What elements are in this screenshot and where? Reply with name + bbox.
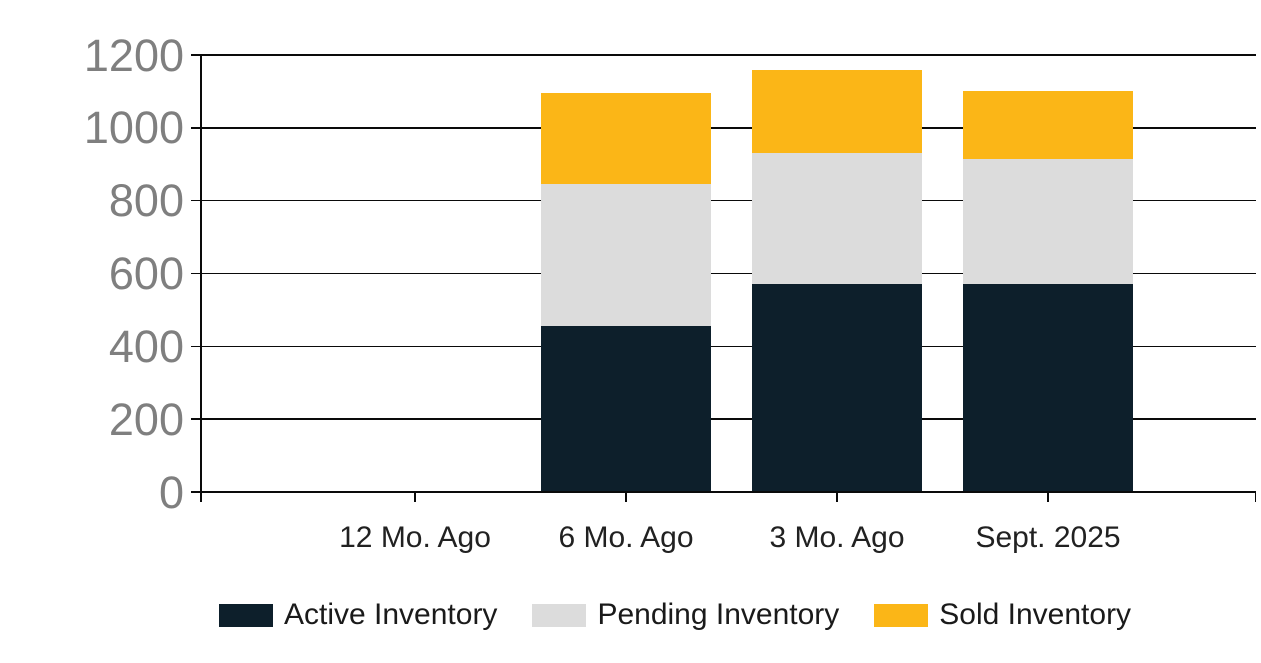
plot-area: [191, 54, 1256, 502]
y-axis-tick-label: 600: [108, 248, 184, 299]
legend-item-active-inventory[interactable]: Active Inventory: [219, 600, 497, 630]
x-axis-tick: [414, 492, 416, 502]
y-axis-tick-label: 200: [108, 393, 184, 445]
y-axis-line: [200, 55, 202, 492]
gridline: [200, 199, 1256, 202]
bar-segment-3-mo-ago-sold-inventory[interactable]: [752, 69, 922, 154]
legend-label: Sold Inventory: [939, 598, 1132, 631]
x-axis-tick: [1254, 492, 1256, 502]
gridline: [200, 345, 1256, 348]
legend-swatch-pending-inventory: [532, 603, 587, 627]
legend-label: Active Inventory: [284, 598, 498, 631]
bar-segment-sept-2025-pending-inventory[interactable]: [963, 158, 1133, 285]
x-axis-line: [200, 491, 1256, 493]
legend-item-sold-inventory[interactable]: Sold Inventory: [874, 600, 1131, 630]
gridline: [200, 127, 1256, 129]
x-axis-category-label: 6 Mo. Ago: [558, 521, 694, 554]
y-axis-tick-label: 1000: [83, 102, 184, 154]
bar-segment-sept-2025-sold-inventory[interactable]: [963, 91, 1133, 159]
legend-item-pending-inventory[interactable]: Pending Inventory: [532, 600, 839, 630]
x-axis-tick: [1047, 492, 1049, 502]
y-axis-tick: [191, 491, 200, 493]
gridline: [200, 272, 1256, 275]
x-axis-tick: [200, 492, 202, 502]
x-axis-category-label: 12 Mo. Ago: [339, 521, 491, 554]
bar-segment-3-mo-ago-active-inventory[interactable]: [752, 284, 922, 492]
y-axis-tick-label: 0: [158, 466, 184, 518]
bar-segment-6-mo-ago-sold-inventory[interactable]: [541, 93, 711, 185]
legend-label: Pending Inventory: [597, 598, 840, 631]
bar-segment-6-mo-ago-pending-inventory[interactable]: [541, 184, 711, 327]
bar-segment-6-mo-ago-active-inventory[interactable]: [541, 326, 711, 492]
y-axis: 0 200 400 600 800 1000 1200: [0, 0, 184, 663]
x-axis-category-label: Sept. 2025: [975, 521, 1121, 554]
y-axis-tick-label: 1200: [83, 29, 184, 81]
x-axis-tick: [836, 492, 838, 502]
gridline: [200, 54, 1256, 56]
x-axis: 12 Mo. Ago 6 Mo. Ago 3 Mo. Ago Sept. 2025: [200, 521, 1256, 561]
gridline: [200, 418, 1256, 420]
legend: Active Inventory Pending Inventory Sold In…: [219, 600, 1131, 630]
y-axis-tick: [191, 54, 200, 56]
y-axis-tick: [191, 199, 200, 202]
y-axis-tick: [191, 418, 200, 420]
y-axis-tick: [191, 272, 200, 275]
legend-swatch-sold-inventory: [874, 603, 929, 627]
legend-swatch-active-inventory: [219, 603, 273, 627]
bar-segment-sept-2025-active-inventory[interactable]: [963, 284, 1133, 492]
x-axis-category-label: 3 Mo. Ago: [769, 521, 905, 554]
y-axis-tick-label: 400: [108, 320, 184, 372]
y-axis-tick-label: 800: [108, 175, 184, 227]
x-axis-tick: [625, 492, 627, 502]
bar-segment-3-mo-ago-pending-inventory[interactable]: [752, 153, 922, 285]
y-axis-tick: [191, 127, 200, 129]
y-axis-tick: [191, 345, 200, 348]
